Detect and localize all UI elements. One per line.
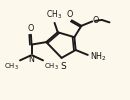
Text: O: O bbox=[93, 16, 99, 25]
Text: O: O bbox=[67, 10, 73, 19]
Text: O: O bbox=[28, 24, 34, 33]
Text: CH$_3$: CH$_3$ bbox=[44, 61, 59, 72]
Text: CH$_3$: CH$_3$ bbox=[46, 8, 62, 21]
Text: N: N bbox=[29, 55, 34, 64]
Text: CH$_3$: CH$_3$ bbox=[4, 61, 19, 72]
Text: NH$_2$: NH$_2$ bbox=[90, 51, 107, 63]
Text: S: S bbox=[60, 62, 66, 71]
